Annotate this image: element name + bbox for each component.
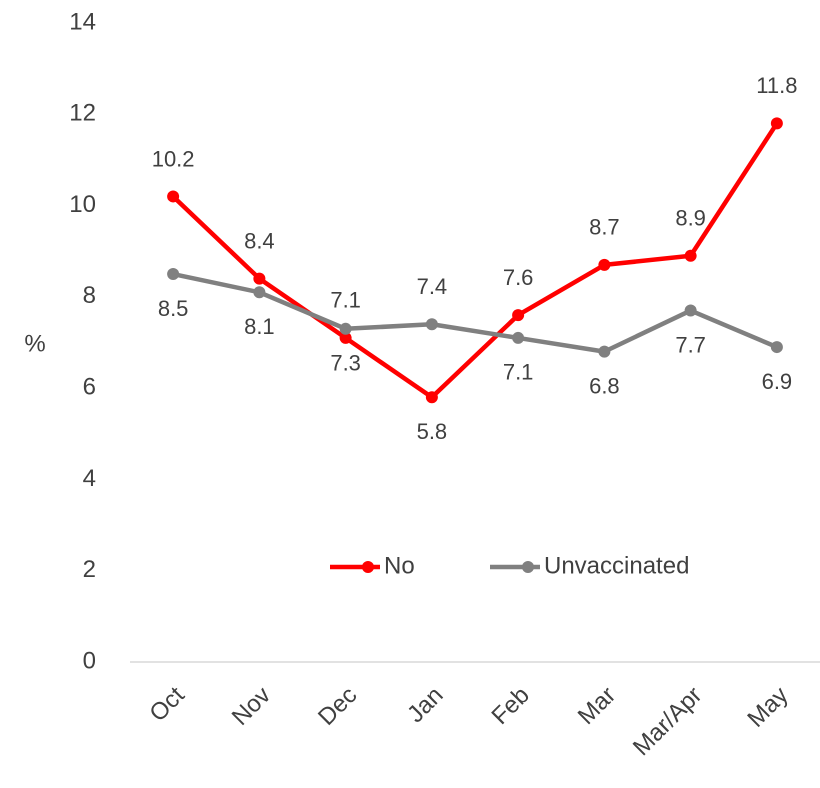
data-point — [598, 345, 611, 358]
x-tick-label: Feb — [487, 682, 535, 730]
data-point — [770, 341, 783, 354]
data-label: 8.1 — [244, 314, 275, 339]
data-label: 8.4 — [244, 228, 275, 253]
x-tick-label: Oct — [144, 681, 190, 727]
x-tick-label: Nov — [227, 682, 276, 731]
data-point — [770, 117, 783, 130]
x-tick-label: Mar/Apr — [628, 682, 707, 761]
legend-marker — [522, 561, 534, 573]
y-tick-label: 0 — [83, 647, 96, 674]
series-line — [172, 271, 778, 354]
x-tick-label: Dec — [313, 682, 362, 731]
x-tick-label: Mar — [573, 682, 621, 730]
data-point — [425, 318, 438, 331]
data-label: 6.8 — [589, 373, 620, 398]
data-point — [512, 331, 525, 344]
data-point — [339, 322, 352, 335]
data-label: 10.2 — [152, 146, 195, 171]
data-point — [598, 258, 611, 271]
data-label: 6.9 — [762, 369, 793, 394]
data-label: 7.4 — [417, 274, 448, 299]
data-label: 8.9 — [675, 206, 706, 231]
data-label: 7.6 — [503, 265, 534, 290]
data-point — [684, 249, 697, 262]
y-tick-label: 6 — [83, 373, 96, 400]
data-point — [339, 331, 352, 344]
y-tick-label: 10 — [69, 191, 96, 218]
data-label: 7.1 — [503, 360, 534, 385]
y-axis-label: % — [24, 330, 45, 357]
y-tick-label: 12 — [69, 100, 96, 127]
data-label: 7.3 — [330, 351, 361, 376]
y-tick-label: 8 — [83, 282, 96, 309]
data-label: 7.7 — [675, 332, 706, 357]
data-point — [167, 190, 180, 203]
data-point — [512, 309, 525, 322]
legend-label: No — [384, 552, 415, 579]
data-label: 8.7 — [589, 215, 620, 240]
series-line — [171, 122, 779, 400]
x-tick-label: Jan — [402, 682, 448, 728]
data-label: 7.1 — [330, 288, 361, 313]
data-point — [253, 272, 266, 285]
data-point — [167, 268, 180, 281]
data-label: 11.8 — [756, 73, 797, 98]
legend-label: Unvaccinated — [544, 552, 689, 579]
data-point — [684, 304, 697, 317]
data-point — [425, 391, 438, 404]
x-tick-label: May — [742, 682, 793, 733]
y-tick-label: 4 — [83, 465, 96, 492]
data-point — [253, 286, 266, 299]
y-tick-label: 14 — [69, 8, 96, 35]
y-tick-label: 2 — [83, 556, 96, 583]
data-label: 8.5 — [158, 296, 189, 321]
data-label: 5.8 — [417, 419, 448, 444]
legend-marker — [362, 561, 374, 573]
